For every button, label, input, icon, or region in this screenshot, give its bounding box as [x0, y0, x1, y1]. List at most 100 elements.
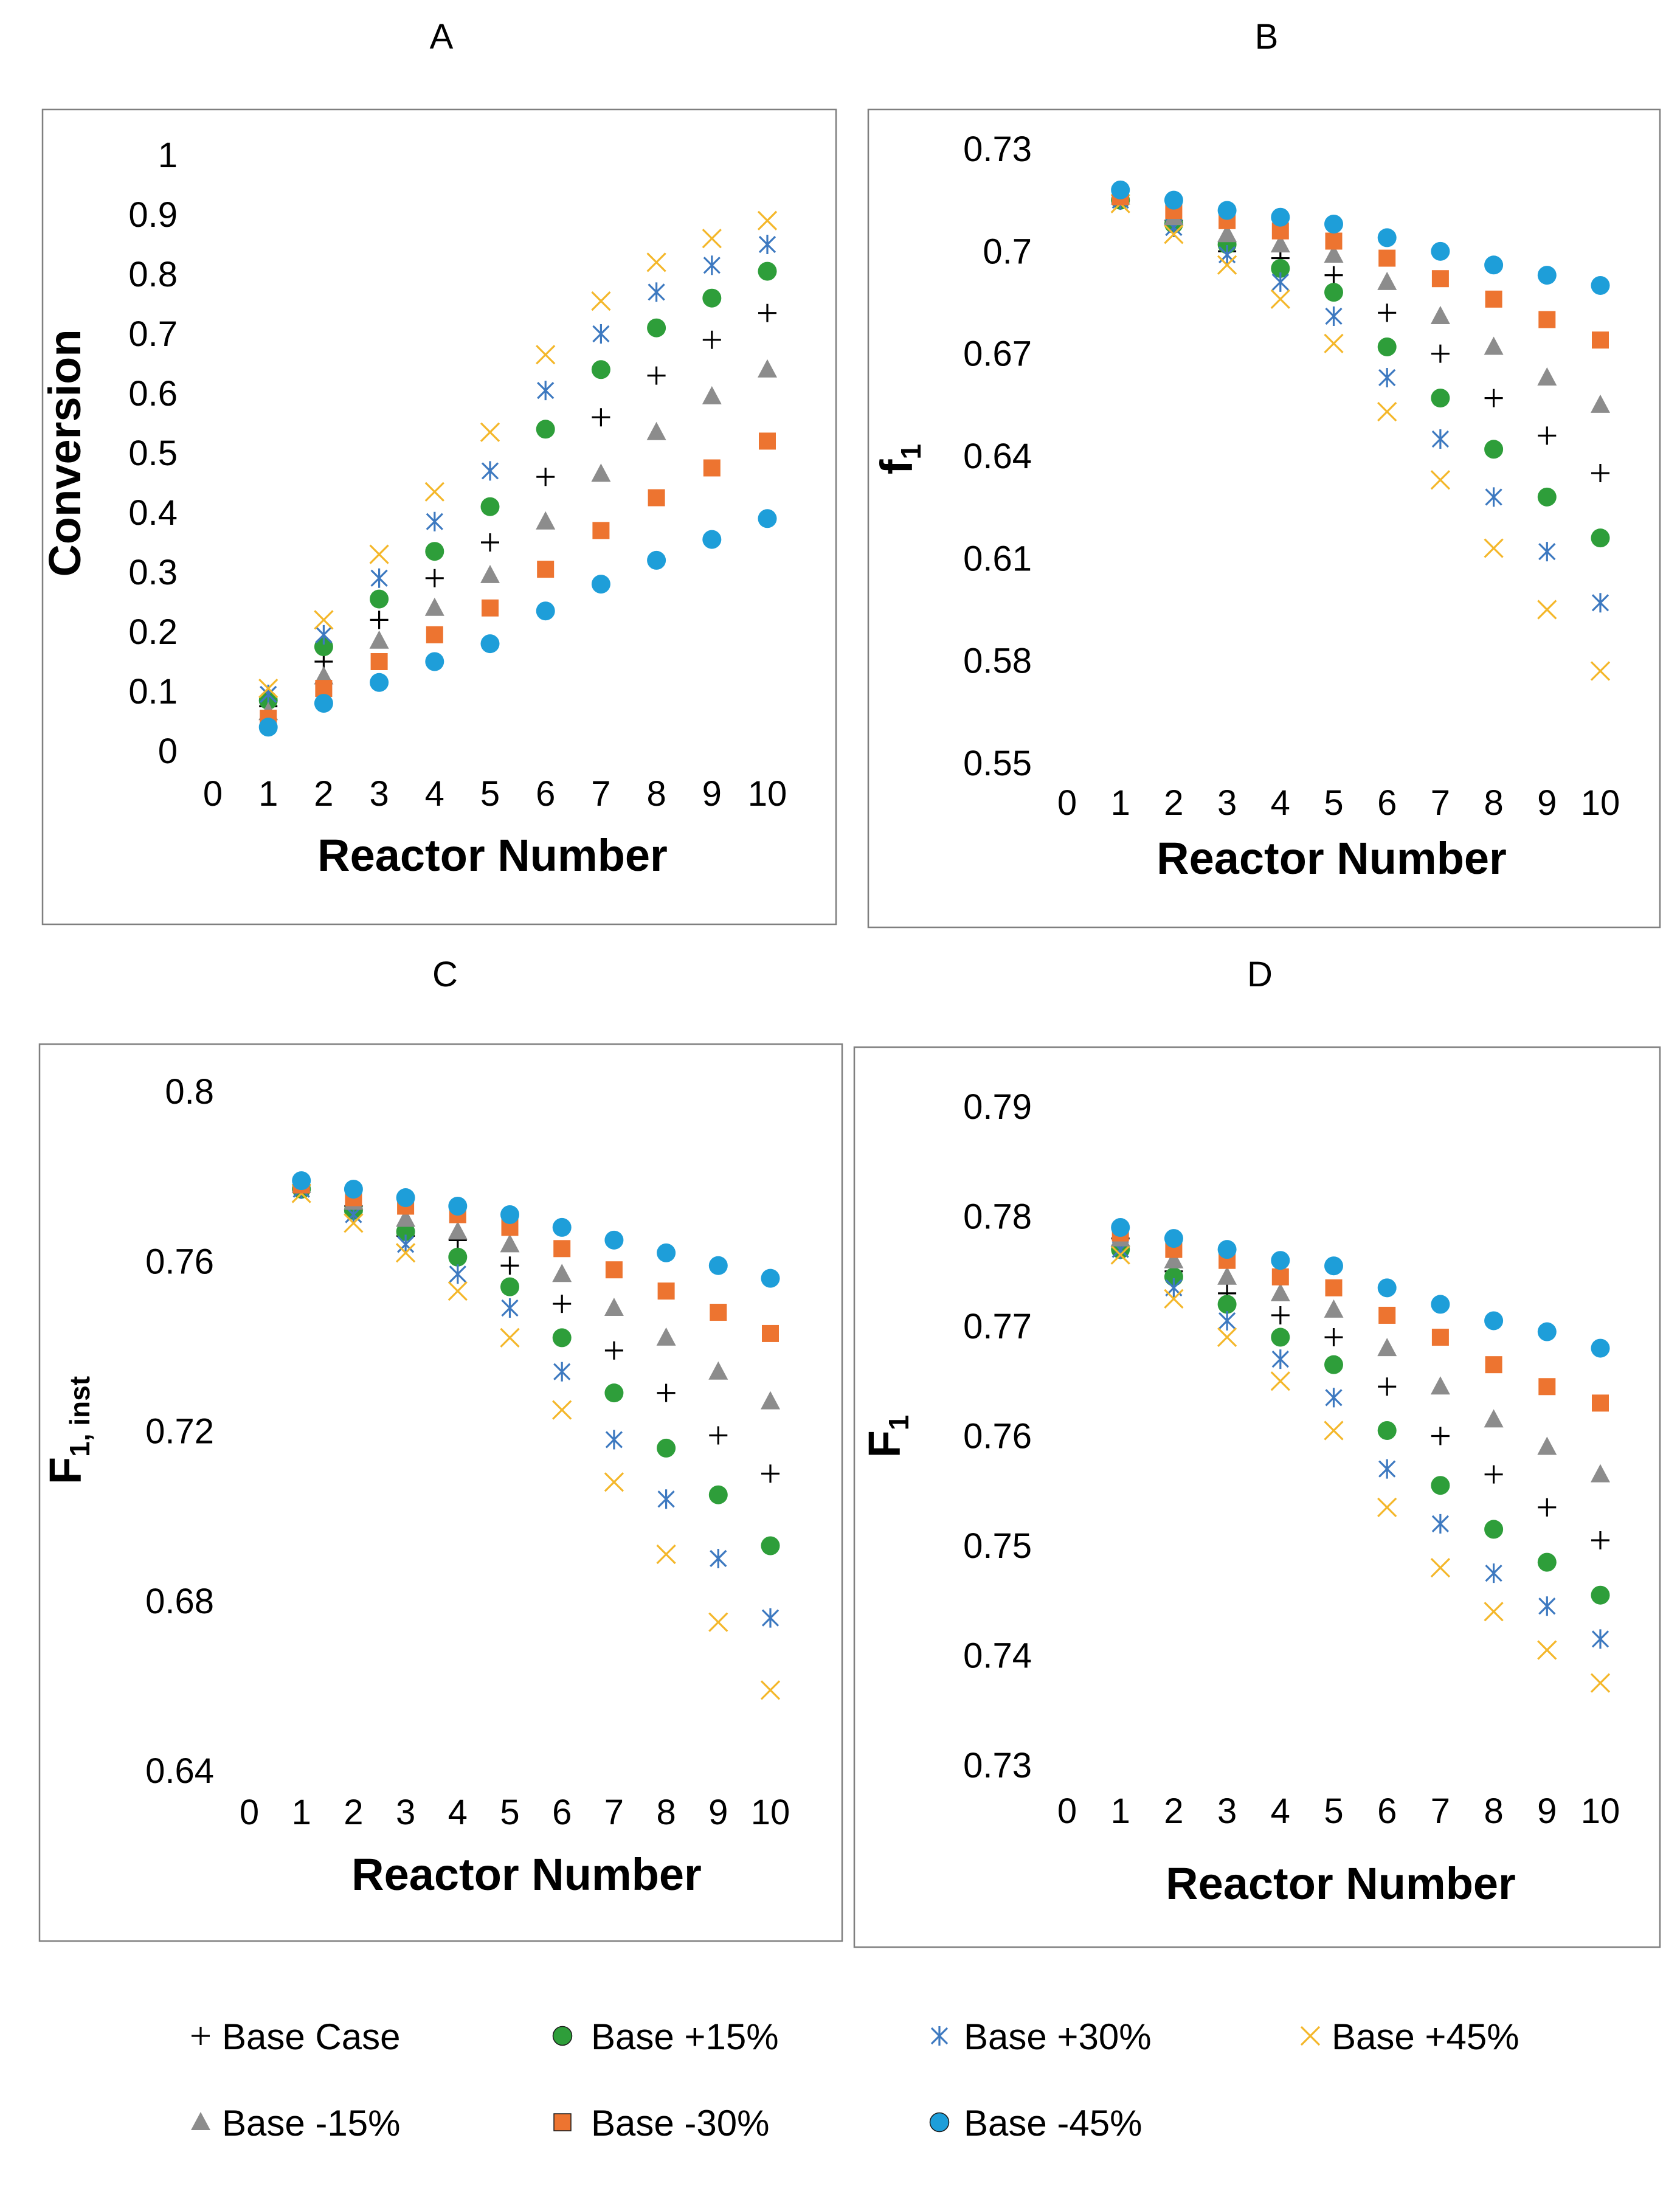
- y-tick-label: 0.79: [963, 1087, 1032, 1127]
- data-point: [552, 1264, 572, 1282]
- data-point: [1324, 214, 1343, 234]
- data-point: [1324, 333, 1344, 353]
- chart-panel-d: D 0.73 0.74 0.75 0.76 0.77 0.78 0.79 0 1 2 3 4 5 6 7 8 9 1…: [853, 955, 1661, 1948]
- data-point: [647, 318, 666, 337]
- data-point: [1485, 1563, 1502, 1583]
- data-point: [1164, 1267, 1183, 1287]
- data-point: [1164, 190, 1183, 210]
- data-point: [591, 360, 610, 379]
- data-point: [1164, 1229, 1183, 1248]
- data-point: [500, 1256, 519, 1275]
- data-point: [424, 597, 444, 616]
- chart-panel-c: C 0.64 0.68 0.72 0.76 0.8 0 1 2 3 4 5 6 7 8 9 10 Reactor …: [38, 955, 843, 1942]
- data-point: [1324, 266, 1343, 285]
- panel-frame: [41, 108, 837, 926]
- panel-letter: C: [432, 955, 458, 994]
- x-tick-label: 7: [1431, 783, 1450, 823]
- y-tick-label: 0.64: [963, 437, 1032, 476]
- data-point: [1592, 1394, 1609, 1412]
- data-point: [536, 345, 556, 365]
- data-point: [552, 1328, 572, 1348]
- data-point: [1218, 1310, 1236, 1331]
- legend-label: Base Case: [222, 2016, 401, 2057]
- data-point: [1430, 1376, 1450, 1395]
- y-tick-label: 0.8: [165, 1072, 214, 1112]
- data-point: [591, 463, 611, 482]
- data-point: [536, 601, 555, 621]
- x-tick-label: 2: [344, 1793, 363, 1832]
- data-point: [480, 634, 500, 654]
- data-point: [1538, 1596, 1556, 1616]
- x-tick-label: 8: [656, 1793, 676, 1832]
- y-tick-label: 0.73: [963, 130, 1032, 169]
- panel-letter: A: [430, 17, 454, 57]
- data-point: [370, 568, 388, 588]
- data-point: [1378, 303, 1397, 322]
- data-point: [369, 630, 389, 649]
- data-point: [395, 1243, 416, 1263]
- y-tick-label: 0.73: [963, 1746, 1032, 1785]
- data-point: [710, 1304, 727, 1321]
- data-point: [604, 1383, 624, 1403]
- data-point: [480, 497, 500, 516]
- data-point: [258, 718, 278, 737]
- y-tick-label: 0: [158, 732, 178, 771]
- data-point: [1217, 1327, 1237, 1348]
- x-tick-label: 10: [751, 1793, 790, 1832]
- x-tick-label: 1: [258, 774, 278, 814]
- data-point: [448, 1281, 468, 1301]
- data-point: [1591, 1629, 1609, 1649]
- data-point: [481, 461, 499, 481]
- data-point: [657, 1383, 676, 1402]
- legend-item-plus45: Base +45%: [1300, 2016, 1519, 2057]
- data-point: [501, 1298, 519, 1318]
- data-point: [396, 1188, 415, 1208]
- legend-label: Base -15%: [222, 2103, 401, 2144]
- data-point: [1591, 1585, 1610, 1605]
- x-tick-label: 4: [1271, 1791, 1290, 1831]
- x-tick-label: 3: [369, 774, 389, 814]
- data-point: [1484, 538, 1504, 558]
- y-tick-label: 0.72: [145, 1412, 214, 1452]
- data-point: [424, 482, 444, 502]
- data-point: [1591, 275, 1610, 295]
- x-tick-label: 4: [425, 774, 444, 814]
- data-point: [370, 653, 388, 670]
- data-point: [1324, 1256, 1343, 1276]
- x-axis-label: Reactor Number: [1156, 833, 1507, 884]
- data-point: [1484, 1520, 1504, 1539]
- data-point: [1431, 1329, 1449, 1346]
- data-point: [1111, 1218, 1130, 1237]
- data-point: [1217, 1266, 1237, 1285]
- data-point: [370, 589, 389, 609]
- data-point: [1591, 394, 1610, 413]
- y-axis-label: F1: [859, 1415, 914, 1458]
- data-point: [1271, 1349, 1289, 1369]
- x-tick-label: 7: [591, 774, 610, 814]
- data-point: [1591, 464, 1609, 483]
- x-tick-label: 1: [292, 1793, 311, 1832]
- data-point: [1537, 487, 1557, 507]
- legend-item-minus15: Base -15%: [191, 2103, 401, 2144]
- data-point: [344, 1180, 363, 1199]
- data-point: [592, 522, 610, 539]
- data-point: [500, 1277, 519, 1296]
- data-point: [646, 252, 666, 272]
- data-point: [702, 229, 722, 249]
- x-tick-label: 9: [702, 774, 722, 814]
- data-point: [1270, 1371, 1290, 1391]
- data-point: [480, 422, 500, 442]
- data-point: [258, 678, 278, 699]
- legend-label: Base +15%: [591, 2016, 779, 2057]
- data-point: [1591, 528, 1610, 548]
- data-point: [315, 625, 333, 645]
- data-point: [591, 575, 610, 594]
- x-tick-label: 9: [1537, 1791, 1557, 1831]
- data-point: [1378, 1377, 1397, 1396]
- data-point: [500, 1327, 520, 1348]
- data-point: [1324, 283, 1343, 302]
- legend: Base Case Base +15% Base +30% Base +45% Base…: [191, 2016, 1519, 2144]
- data-point: [449, 1264, 466, 1284]
- data-point: [758, 509, 777, 528]
- x-tick-label: 5: [480, 774, 500, 814]
